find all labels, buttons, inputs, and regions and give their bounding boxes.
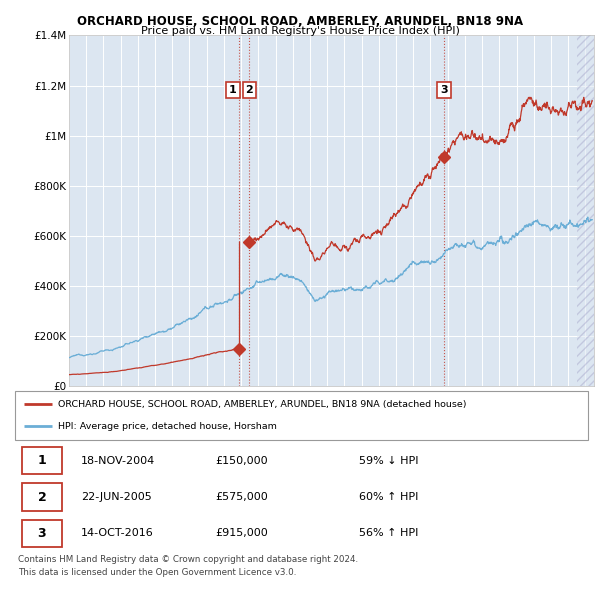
Text: ORCHARD HOUSE, SCHOOL ROAD, AMBERLEY, ARUNDEL, BN18 9NA: ORCHARD HOUSE, SCHOOL ROAD, AMBERLEY, AR… [77, 15, 523, 28]
Text: £575,000: £575,000 [215, 492, 268, 502]
FancyBboxPatch shape [22, 483, 62, 511]
Text: Price paid vs. HM Land Registry's House Price Index (HPI): Price paid vs. HM Land Registry's House … [140, 26, 460, 36]
FancyBboxPatch shape [22, 447, 62, 474]
Text: 3: 3 [38, 527, 46, 540]
Polygon shape [577, 35, 594, 386]
Text: 22-JUN-2005: 22-JUN-2005 [81, 492, 152, 502]
Text: 2: 2 [245, 85, 253, 95]
Text: 60% ↑ HPI: 60% ↑ HPI [359, 492, 418, 502]
Text: 56% ↑ HPI: 56% ↑ HPI [359, 529, 418, 539]
Text: 18-NOV-2004: 18-NOV-2004 [81, 455, 155, 466]
Text: Contains HM Land Registry data © Crown copyright and database right 2024.
This d: Contains HM Land Registry data © Crown c… [18, 555, 358, 577]
Text: 1: 1 [38, 454, 46, 467]
Text: HPI: Average price, detached house, Horsham: HPI: Average price, detached house, Hors… [58, 422, 277, 431]
Text: £915,000: £915,000 [215, 529, 268, 539]
Text: 1: 1 [229, 85, 237, 95]
FancyBboxPatch shape [15, 391, 588, 440]
Text: ORCHARD HOUSE, SCHOOL ROAD, AMBERLEY, ARUNDEL, BN18 9NA (detached house): ORCHARD HOUSE, SCHOOL ROAD, AMBERLEY, AR… [58, 400, 466, 409]
Text: 59% ↓ HPI: 59% ↓ HPI [359, 455, 418, 466]
Text: 2: 2 [38, 490, 46, 504]
Text: 14-OCT-2016: 14-OCT-2016 [81, 529, 154, 539]
Text: £150,000: £150,000 [215, 455, 268, 466]
FancyBboxPatch shape [22, 520, 62, 547]
Text: 3: 3 [440, 85, 448, 95]
